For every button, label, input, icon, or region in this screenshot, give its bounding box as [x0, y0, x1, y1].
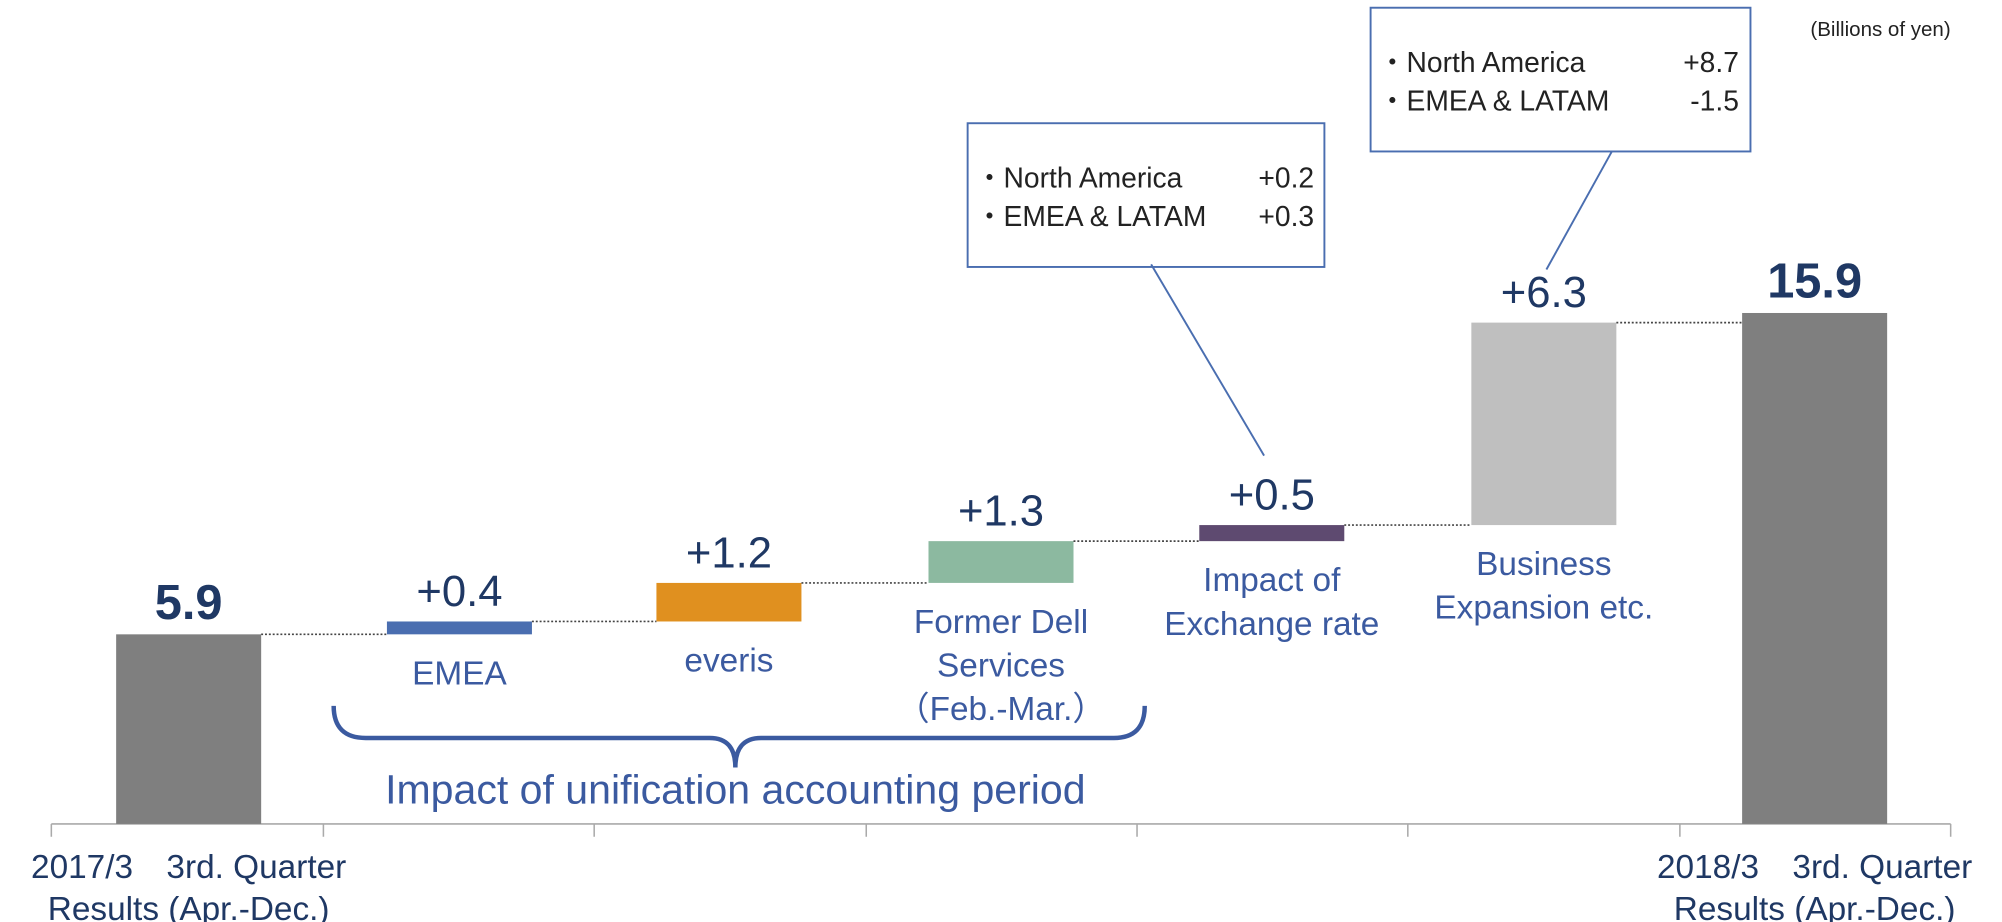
annotation-text: ・EMEA & LATAM — [1378, 84, 1609, 116]
category-label: Impact of Exchange rate — [1164, 562, 1379, 643]
category-label: Business Expansion etc. — [1434, 546, 1653, 627]
annotation-text: ・North America — [1378, 46, 1585, 78]
bar — [386, 621, 532, 635]
group-label: Impact of unification accounting period — [385, 766, 1086, 812]
bar — [656, 582, 802, 622]
category-label: 2017/3 3rd. Quarter Results (Apr.-Dec.) — [31, 849, 346, 922]
annotation-text: ・EMEA & LATAM — [975, 200, 1206, 232]
annotation-value: +0.2 — [1258, 161, 1314, 193]
bar — [116, 634, 262, 824]
category-label: everis — [684, 643, 773, 680]
category-label: Former Dell Services （Feb.-Mar.） — [896, 604, 1105, 728]
bar — [1199, 525, 1345, 542]
category-label: EMEA — [412, 655, 507, 692]
annotation-value: -1.5 — [1690, 84, 1739, 116]
value-label: +0.4 — [416, 568, 502, 616]
bar — [928, 541, 1074, 583]
annotation-value: +8.7 — [1683, 46, 1739, 78]
category-label: 2018/3 3rd. Quarter Results (Apr.-Dec.) — [1657, 849, 1972, 922]
bar — [1471, 322, 1617, 526]
value-label: 15.9 — [1767, 255, 1862, 309]
axis-ticks — [50, 823, 1952, 837]
value-label: +1.2 — [686, 530, 772, 578]
value-label: +0.5 — [1229, 472, 1315, 520]
annotation-text: ・North America — [975, 161, 1182, 193]
annotation-box — [1369, 6, 1752, 153]
annotation-leader — [1545, 150, 1613, 270]
annotation-leader — [1150, 263, 1265, 457]
annotation-box — [966, 122, 1326, 268]
value-label: 5.9 — [155, 576, 223, 630]
annotation-value: +0.3 — [1258, 200, 1314, 232]
value-label: +6.3 — [1501, 269, 1587, 317]
units-label: (Billions of yen) — [1810, 18, 1950, 41]
group-brace — [331, 705, 1147, 768]
bar — [1742, 312, 1888, 824]
value-label: +1.3 — [958, 488, 1044, 536]
